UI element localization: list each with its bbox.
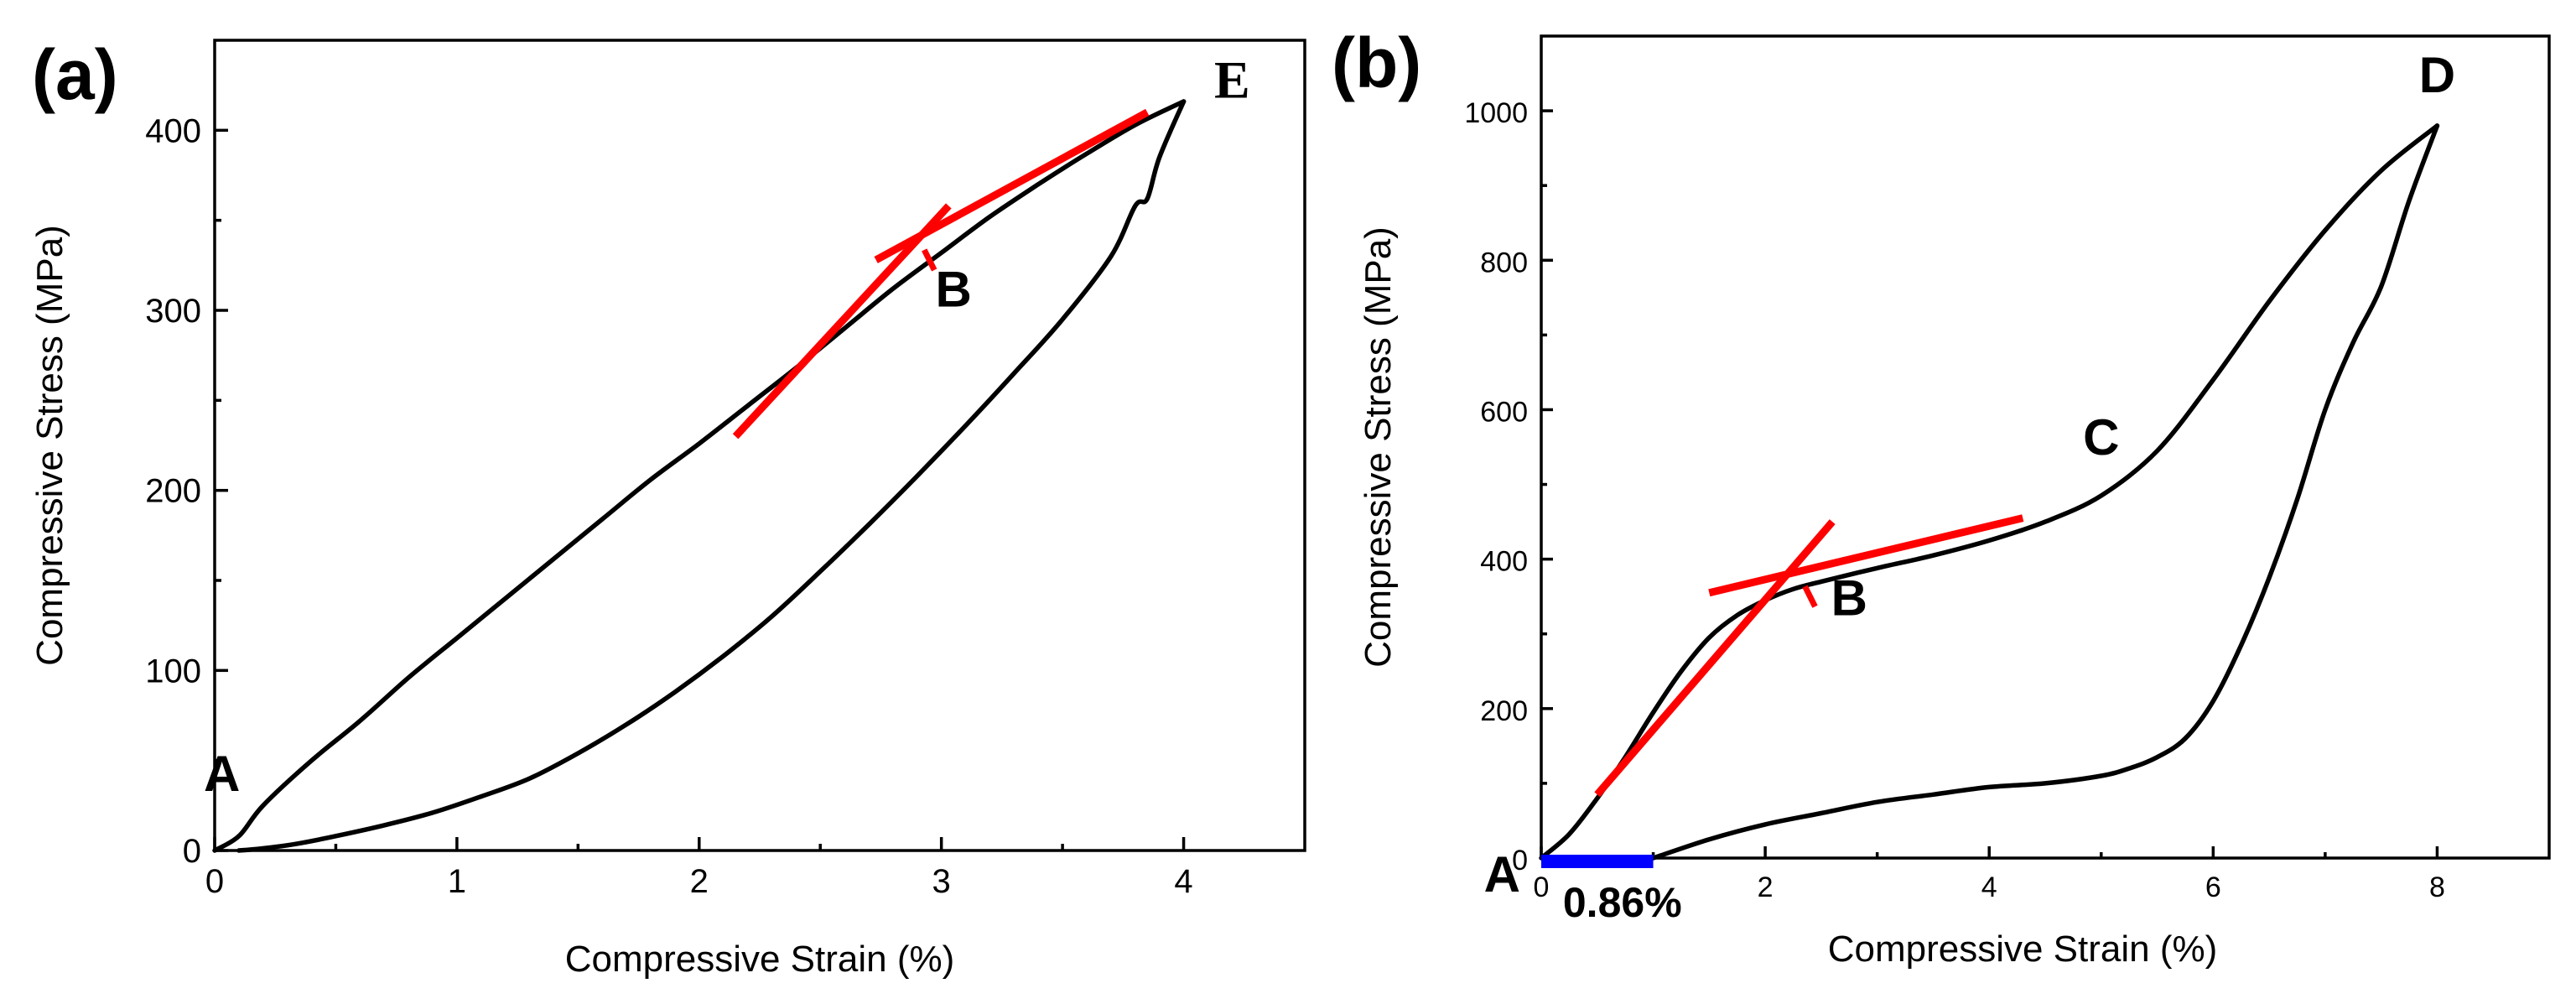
point-label-b: B xyxy=(935,262,971,318)
y-tick-label: 600 xyxy=(1480,396,1528,428)
y-tick-label: 400 xyxy=(145,112,201,149)
panel-label: (a) xyxy=(32,35,118,114)
y-tick-label: 200 xyxy=(1480,695,1528,727)
series-unloading-line xyxy=(1650,123,2440,861)
y-tick-label: 200 xyxy=(145,473,201,510)
y-tick-label: 1000 xyxy=(1464,97,1528,129)
point-label-a: A xyxy=(204,746,240,802)
series-loading-line xyxy=(1539,123,2440,861)
x-tick-label: 4 xyxy=(1981,871,1997,903)
y-axis-title: Compressive Stress (MPa) xyxy=(29,225,70,666)
y-tick-label: 100 xyxy=(145,653,201,689)
x-tick-label: 2 xyxy=(1758,871,1774,903)
panel-label: (b) xyxy=(1332,23,1421,102)
panel-b: 0 2 4 6 8 0 200 400 600 800 1000 Compressive Strain… xyxy=(1332,23,2551,970)
plot-frame xyxy=(213,39,1306,852)
tangent-line-2 xyxy=(1708,514,2024,597)
x-tick-label: 1 xyxy=(448,863,466,900)
series-unloading-line xyxy=(236,99,1187,853)
y-axis-title: Compressive Stress (MPa) xyxy=(1358,226,1399,668)
intersection-marker xyxy=(1802,585,1818,608)
plot-frame xyxy=(1540,34,2551,860)
point-label-d: D xyxy=(2419,47,2455,103)
x-tick-label: 8 xyxy=(2429,871,2445,903)
x-tick-label: 3 xyxy=(932,863,951,900)
y-tick-label: 300 xyxy=(145,293,201,330)
x-axis-title: Compressive Strain (%) xyxy=(1828,929,2218,970)
y-tick-label: 800 xyxy=(1480,247,1528,278)
x-axis-title: Compressive Strain (%) xyxy=(565,939,955,980)
x-tick-label: 4 xyxy=(1174,863,1192,900)
elastic-strain-bar xyxy=(1541,855,1654,868)
x-tick-label: 0 xyxy=(205,863,224,900)
tangent-line-1 xyxy=(732,203,952,440)
point-label-a: A xyxy=(1484,846,1520,903)
y-tick-label: 400 xyxy=(1480,546,1528,578)
intersection-marker xyxy=(922,248,937,272)
tangent-line-2 xyxy=(874,108,1150,263)
point-label-b: B xyxy=(1831,570,1867,626)
x-tick-label: 6 xyxy=(2205,871,2221,903)
y-tick-label: 0 xyxy=(1512,845,1528,877)
panel-a: 0 1 2 3 4 0 100 200 300 400 Compressive Strain (%)… xyxy=(29,35,1306,980)
series-loading-line xyxy=(212,99,1187,853)
y-tick-label: 0 xyxy=(183,833,201,870)
point-label-c: C xyxy=(2083,409,2119,466)
tangent-line-1 xyxy=(1594,519,1836,798)
elastic-strain-label: 0.86% xyxy=(1563,879,1682,926)
x-tick-label: 0 xyxy=(1534,871,1550,903)
x-tick-label: 2 xyxy=(690,863,709,900)
point-label-e: E xyxy=(1214,50,1250,110)
